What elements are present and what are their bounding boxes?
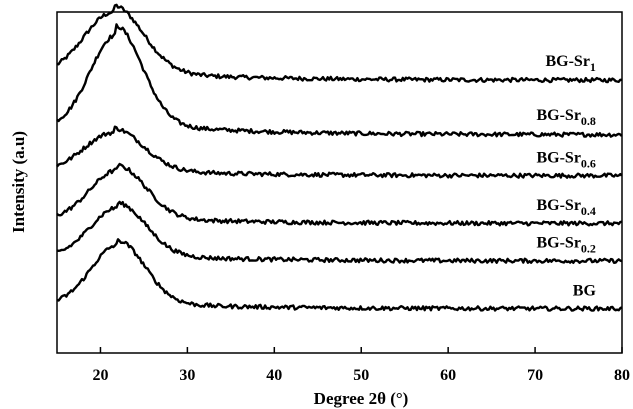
series-label: BG-Sr1: [545, 53, 595, 74]
series-line: [56, 162, 623, 227]
series-line: [56, 23, 623, 138]
series-label-main: BG-Sr: [536, 149, 580, 166]
series-label-subscript: 0.6: [581, 156, 596, 170]
series-label-subscript: 0.2: [581, 242, 596, 256]
series-label: BG-Sr0.6: [536, 149, 595, 170]
x-axis-ticks: 20 30 40 50 60 70 80: [92, 347, 630, 384]
x-tick-label: 40: [266, 367, 282, 384]
x-tick-label: 50: [353, 367, 369, 384]
series-line: [56, 125, 623, 179]
series-label-main: BG-Sr: [545, 53, 589, 70]
series-label-main: BG-Sr: [536, 197, 580, 214]
series-line: [56, 200, 623, 264]
series-label: BG-Sr0.4: [536, 197, 595, 218]
series-label: BG-Sr0.8: [536, 107, 595, 128]
series-label-main: BG-Sr: [536, 107, 580, 124]
series-label-main: BG: [573, 282, 597, 299]
series-label-subscript: 0.4: [581, 204, 596, 218]
y-axis-title: Intensity (a.u): [9, 131, 28, 233]
plot-frame: [56, 11, 623, 354]
x-tick-label: 60: [440, 367, 456, 384]
series-label: BG-Sr0.2: [536, 235, 595, 256]
x-tick-label: 70: [527, 367, 543, 384]
series-line: [56, 238, 623, 312]
series-label: BG: [573, 282, 597, 299]
x-axis-title: Degree 2θ (°): [314, 389, 409, 408]
x-tick-label: 20: [92, 367, 108, 384]
x-tick-label: 30: [179, 367, 195, 384]
series-line: [56, 3, 622, 84]
series-label-main: BG-Sr: [536, 235, 580, 252]
series-label-subscript: 1: [590, 60, 596, 74]
curves-group: [56, 3, 623, 312]
series-label-subscript: 0.8: [581, 114, 596, 128]
x-tick-label: 80: [614, 367, 630, 384]
